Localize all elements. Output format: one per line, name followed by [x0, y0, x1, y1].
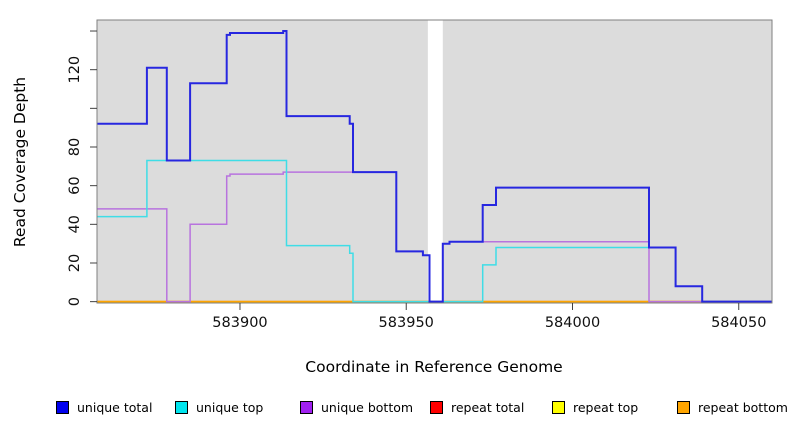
legend-label: repeat total	[451, 399, 525, 415]
no-data-gap	[427, 20, 443, 303]
legend-label: repeat top	[573, 399, 639, 415]
legend-label: unique bottom	[321, 399, 414, 415]
legend-item-repeat-bottom: repeat bottom	[677, 398, 788, 416]
y-tick-label: 40	[67, 215, 83, 233]
unique-total-swatch-icon	[56, 400, 69, 414]
legend-item-repeat-total: repeat total	[430, 398, 524, 416]
series-unique-total	[97, 30, 772, 303]
legend-item-repeat-top: repeat top	[552, 398, 638, 416]
y-tick-label: 0	[67, 297, 83, 306]
x-tick-label: 584000	[545, 315, 600, 331]
y-axis-tick-labels: 0 20 40 60 80 120	[67, 56, 83, 306]
x-axis-tick-labels: 583900 583950 584000 584050	[212, 315, 766, 331]
unique-top-swatch-icon	[175, 400, 188, 414]
plot-border	[96, 19, 773, 304]
repeat-top-swatch-icon	[552, 400, 565, 414]
y-tick-label: 60	[67, 176, 83, 194]
coverage-plot: 583900 583950 584000 584050 0 20 40 60 80 120 Co…	[11, 19, 773, 376]
repeat-bottom-swatch-icon	[677, 400, 690, 414]
series-lines	[97, 30, 772, 303]
no-data-gap-band	[427, 20, 443, 303]
x-tick-label: 583900	[212, 315, 267, 331]
y-axis-ticks	[90, 30, 97, 303]
legend-label: unique total	[77, 399, 153, 415]
legend-label: repeat bottom	[698, 399, 788, 415]
legend-item-unique-top: unique top	[175, 398, 263, 416]
y-tick-label: 120	[67, 56, 83, 84]
legend-label: unique top	[196, 399, 264, 415]
legend: unique total unique top unique bottom re…	[0, 398, 792, 422]
legend-item-unique-total: unique total	[56, 398, 152, 416]
x-axis-title: Coordinate in Reference Genome	[305, 358, 562, 376]
y-axis-title: Read Coverage Depth	[11, 77, 29, 247]
unique-bottom-swatch-icon	[300, 400, 313, 414]
y-tick-label: 20	[67, 254, 83, 272]
x-axis-ticks	[239, 303, 740, 310]
y-tick-label: 80	[67, 138, 83, 156]
x-tick-label: 583950	[379, 315, 434, 331]
repeat-total-swatch-icon	[430, 400, 443, 414]
legend-item-unique-bottom: unique bottom	[300, 398, 413, 416]
x-tick-label: 584050	[711, 315, 766, 331]
